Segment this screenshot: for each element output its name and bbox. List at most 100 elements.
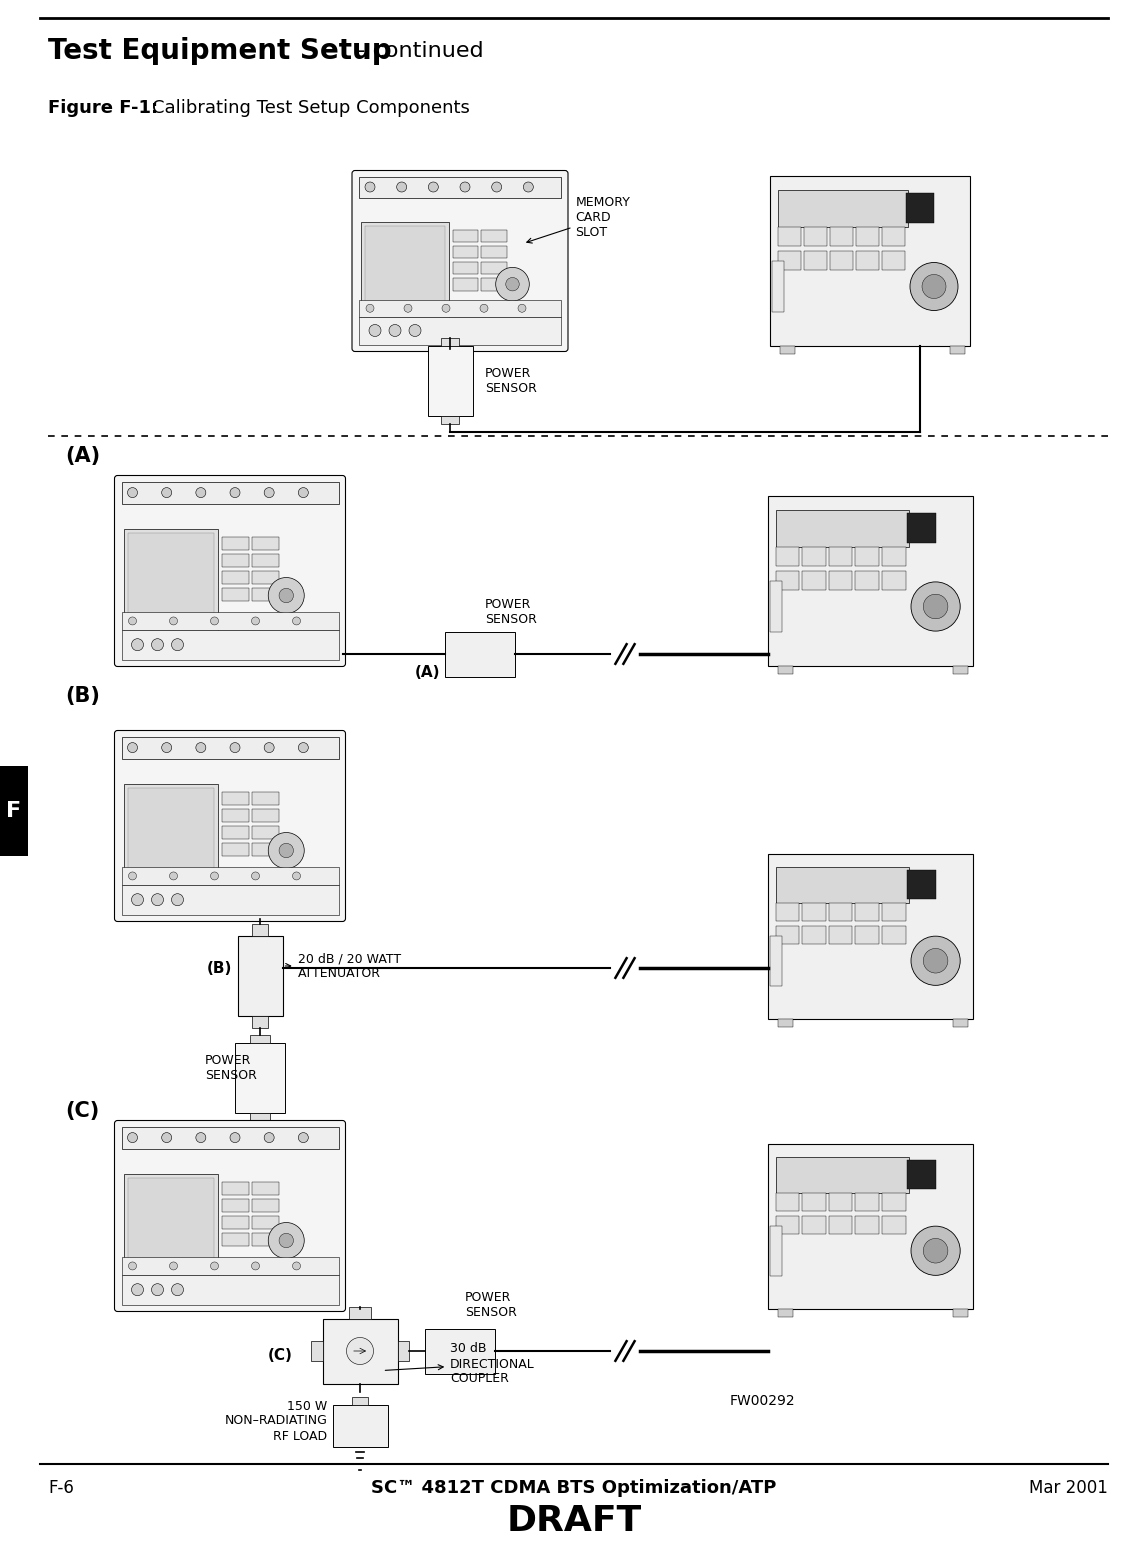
Bar xyxy=(951,345,965,355)
Circle shape xyxy=(162,1133,172,1142)
Circle shape xyxy=(210,1262,218,1270)
Bar xyxy=(453,261,479,274)
Bar xyxy=(253,571,279,584)
FancyBboxPatch shape xyxy=(115,476,346,666)
Text: 30 dB
DIRECTIONAL
COUPLER: 30 dB DIRECTIONAL COUPLER xyxy=(386,1343,535,1385)
Bar xyxy=(829,571,853,590)
Bar xyxy=(253,1217,279,1229)
Bar xyxy=(856,251,879,269)
Text: Figure F-1:: Figure F-1: xyxy=(48,100,158,117)
Text: F: F xyxy=(7,801,22,822)
Circle shape xyxy=(171,1284,184,1296)
Circle shape xyxy=(132,893,144,906)
Circle shape xyxy=(269,577,304,613)
Bar xyxy=(769,937,782,985)
Bar xyxy=(127,534,214,627)
Text: FW00292: FW00292 xyxy=(730,1394,796,1408)
Circle shape xyxy=(152,638,163,650)
Bar xyxy=(351,1397,369,1405)
Bar xyxy=(222,826,249,839)
Bar xyxy=(855,902,879,921)
Circle shape xyxy=(460,182,470,191)
Bar xyxy=(453,279,479,291)
Bar xyxy=(441,338,459,345)
Circle shape xyxy=(171,638,184,650)
Circle shape xyxy=(264,742,274,753)
Circle shape xyxy=(264,487,274,498)
Bar xyxy=(855,1193,879,1211)
Bar xyxy=(777,1019,792,1027)
Bar xyxy=(776,548,799,566)
Circle shape xyxy=(293,1262,301,1270)
Bar xyxy=(122,630,339,660)
Circle shape xyxy=(298,1133,309,1142)
Circle shape xyxy=(196,742,205,753)
Bar xyxy=(253,1183,279,1195)
Bar xyxy=(253,792,279,806)
Bar xyxy=(222,792,249,806)
Bar xyxy=(953,1019,968,1027)
Bar xyxy=(122,612,339,630)
Circle shape xyxy=(922,274,946,299)
Bar xyxy=(222,537,249,551)
Text: Mar 2001: Mar 2001 xyxy=(1029,1480,1108,1497)
Bar xyxy=(855,548,879,566)
Bar xyxy=(882,1217,906,1234)
Circle shape xyxy=(369,325,381,336)
Bar xyxy=(122,481,339,504)
Text: (B): (B) xyxy=(207,960,233,976)
Text: POWER
SENSOR: POWER SENSOR xyxy=(484,367,537,395)
Bar xyxy=(127,789,214,882)
Circle shape xyxy=(523,182,534,191)
Bar xyxy=(882,1193,906,1211)
Circle shape xyxy=(389,325,401,336)
Bar xyxy=(907,513,936,543)
Bar xyxy=(830,251,853,269)
Circle shape xyxy=(129,616,137,626)
Circle shape xyxy=(196,487,205,498)
Bar xyxy=(425,1329,495,1374)
Circle shape xyxy=(269,832,304,868)
Bar xyxy=(777,666,792,674)
Bar xyxy=(222,588,249,601)
Circle shape xyxy=(923,1239,948,1263)
Circle shape xyxy=(923,949,948,972)
Circle shape xyxy=(230,1133,240,1142)
Circle shape xyxy=(912,582,960,632)
Circle shape xyxy=(264,1133,274,1142)
Bar xyxy=(311,1341,323,1362)
Bar xyxy=(907,1161,936,1189)
Bar xyxy=(453,230,479,241)
Circle shape xyxy=(210,616,218,626)
Circle shape xyxy=(293,616,301,626)
Bar xyxy=(882,548,906,566)
Circle shape xyxy=(298,487,309,498)
Bar xyxy=(359,299,561,317)
Bar xyxy=(222,843,249,856)
Bar xyxy=(253,537,279,551)
Circle shape xyxy=(127,742,138,753)
Text: 20 dB / 20 WATT
ATTENUATOR: 20 dB / 20 WATT ATTENUATOR xyxy=(286,952,401,980)
Bar xyxy=(427,345,473,415)
Bar xyxy=(769,1226,782,1276)
Circle shape xyxy=(442,305,450,313)
Bar xyxy=(253,1234,279,1246)
Bar xyxy=(778,251,801,269)
Circle shape xyxy=(496,268,529,300)
Bar xyxy=(481,261,506,274)
Bar xyxy=(802,571,825,590)
Bar xyxy=(855,926,879,944)
Bar xyxy=(829,926,853,944)
Circle shape xyxy=(132,638,144,650)
Bar xyxy=(124,529,218,632)
Circle shape xyxy=(129,1262,137,1270)
Bar xyxy=(122,1274,339,1304)
Bar xyxy=(882,926,906,944)
Bar xyxy=(481,230,506,241)
Bar xyxy=(804,251,827,269)
Bar xyxy=(802,548,825,566)
Circle shape xyxy=(269,1223,304,1259)
Circle shape xyxy=(279,1234,294,1248)
Bar xyxy=(122,736,339,759)
Bar xyxy=(776,510,909,548)
